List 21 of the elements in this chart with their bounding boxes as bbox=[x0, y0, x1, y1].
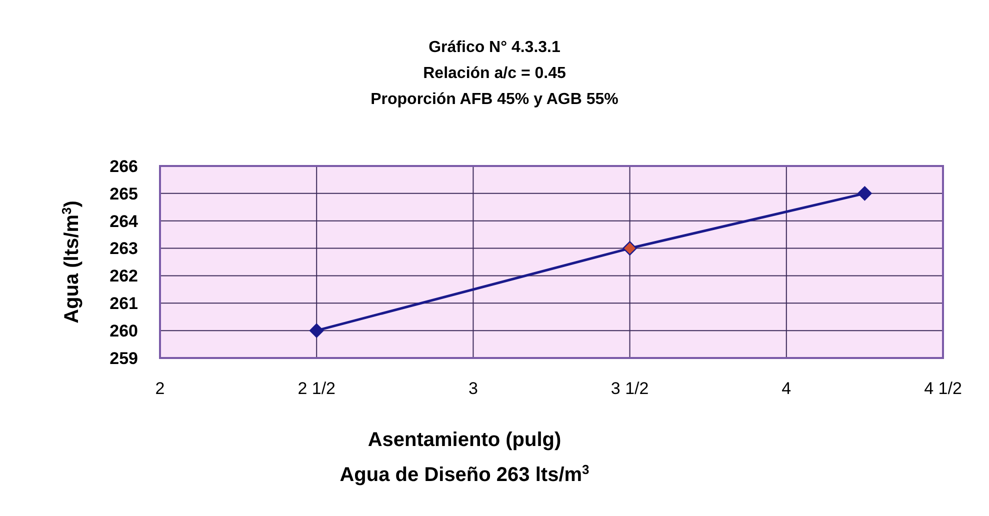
x-tick-label: 3 1/2 bbox=[610, 379, 649, 398]
y-tick-label: 260 bbox=[110, 322, 138, 341]
point bbox=[309, 323, 324, 338]
x-tick-label: 4 1/2 bbox=[924, 379, 962, 398]
y-tick-label: 264 bbox=[110, 212, 139, 231]
y-tick-label: 263 bbox=[110, 239, 138, 258]
x-tick-label: 2 1/2 bbox=[298, 379, 336, 398]
x-axis-title: Asentamiento (pulg) bbox=[368, 429, 562, 451]
y-tick-label: 259 bbox=[110, 348, 138, 368]
y-tick-label: 262 bbox=[110, 266, 138, 286]
x-tick-label: 4 bbox=[782, 379, 792, 398]
text: Agua de Diseño 263 lts/m$^{3}$ bbox=[340, 462, 590, 486]
point bbox=[858, 186, 872, 201]
x-tick-label: 2 bbox=[155, 379, 165, 398]
x-tick-label: 3 bbox=[468, 379, 478, 398]
chart-title: Gráfico N° 4.3.3.1 bbox=[428, 39, 560, 56]
y-tick-label: 266 bbox=[110, 156, 138, 176]
point bbox=[622, 241, 637, 256]
y-tick-label: 265 bbox=[110, 184, 138, 204]
chart-subtitle: Relación a/c = 0.45 Proporción AFB 45% y AGB 55% bbox=[370, 65, 618, 108]
y-tick-label: 261 bbox=[110, 294, 138, 314]
